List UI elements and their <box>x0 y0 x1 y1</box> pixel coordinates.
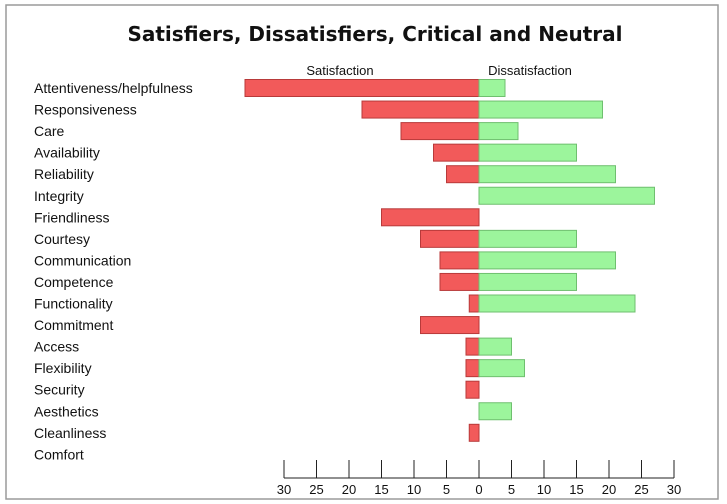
bar-satisfaction-reliability <box>446 165 480 184</box>
category-label-courtesy: Courtesy <box>34 231 90 247</box>
category-label-friendliness: Friendliness <box>34 209 109 225</box>
x-tick-label: 5 <box>443 482 450 497</box>
x-tick-label: 10 <box>537 482 551 497</box>
bar-dissatisfaction-access <box>478 337 512 356</box>
x-tick-label: 10 <box>407 482 421 497</box>
bar-satisfaction-competence <box>439 272 480 291</box>
dissatisfaction-header: Dissatisfaction <box>488 63 572 78</box>
x-tick-label: 25 <box>634 482 648 497</box>
bar-satisfaction-attentiveness-helpfulness <box>244 79 480 97</box>
category-label-flexibility: Flexibility <box>34 360 92 376</box>
bar-dissatisfaction-aesthetics <box>478 402 512 421</box>
category-label-competence: Competence <box>34 274 114 290</box>
category-label-communication: Communication <box>34 252 131 268</box>
category-label-comfort: Comfort <box>34 446 84 462</box>
chart-frame <box>5 4 719 500</box>
category-label-access: Access <box>34 339 79 355</box>
category-label-availability: Availability <box>34 145 100 161</box>
category-label-aesthetics: Aesthetics <box>34 403 99 419</box>
category-label-cleanliness: Cleanliness <box>34 425 106 441</box>
category-label-responsiveness: Responsiveness <box>34 102 137 118</box>
bar-dissatisfaction-reliability <box>478 165 616 184</box>
bar-satisfaction-responsiveness <box>361 100 480 119</box>
category-label-integrity: Integrity <box>34 188 84 204</box>
x-tick-label: 25 <box>309 482 323 497</box>
x-tick-label: 30 <box>277 482 291 497</box>
x-tick-label: 5 <box>508 482 515 497</box>
category-label-attentiveness-helpfulness: Attentiveness/helpfulness <box>34 80 193 96</box>
bar-satisfaction-access <box>465 337 480 356</box>
bar-dissatisfaction-communication <box>478 251 616 270</box>
x-tick-label: 20 <box>602 482 616 497</box>
bar-satisfaction-cleanliness <box>468 423 480 442</box>
bar-satisfaction-availability <box>433 143 480 162</box>
bar-dissatisfaction-responsiveness <box>478 100 603 119</box>
x-tick-label: 15 <box>569 482 583 497</box>
x-tick-label: 20 <box>342 482 356 497</box>
bar-dissatisfaction-flexibility <box>478 359 525 378</box>
category-label-commitment: Commitment <box>34 317 113 333</box>
category-label-functionality: Functionality <box>34 296 113 312</box>
bar-dissatisfaction-attentiveness-helpfulness <box>478 79 506 97</box>
chart-title: Satisfiers, Dissatisfiers, Critical and … <box>127 22 622 46</box>
bar-satisfaction-functionality <box>468 294 480 313</box>
x-tick-label: 15 <box>374 482 388 497</box>
bar-dissatisfaction-availability <box>478 143 577 162</box>
x-tick-label: 30 <box>667 482 681 497</box>
bar-dissatisfaction-integrity <box>478 186 655 205</box>
bar-satisfaction-communication <box>439 251 480 270</box>
category-label-security: Security <box>34 382 85 398</box>
bar-satisfaction-courtesy <box>420 229 480 248</box>
bar-dissatisfaction-courtesy <box>478 229 577 248</box>
bars <box>244 79 655 442</box>
category-labels: Attentiveness/helpfulness Responsiveness C… <box>34 80 193 462</box>
bar-satisfaction-commitment <box>420 316 480 335</box>
category-label-care: Care <box>34 123 65 139</box>
bar-satisfaction-care <box>400 122 480 141</box>
bar-satisfaction-security <box>465 380 480 399</box>
x-axis: 30 25 20 15 10 5 0 5 10 15 20 25 30 <box>277 460 681 497</box>
bar-dissatisfaction-competence <box>478 272 577 291</box>
x-tick-label: 0 <box>475 482 482 497</box>
category-label-reliability: Reliability <box>34 166 94 182</box>
satisfaction-header: Satisfaction <box>306 63 373 78</box>
bar-satisfaction-flexibility <box>465 359 480 378</box>
bar-dissatisfaction-functionality <box>478 294 636 313</box>
bar-dissatisfaction-care <box>478 122 519 141</box>
bar-satisfaction-friendliness <box>381 208 480 227</box>
